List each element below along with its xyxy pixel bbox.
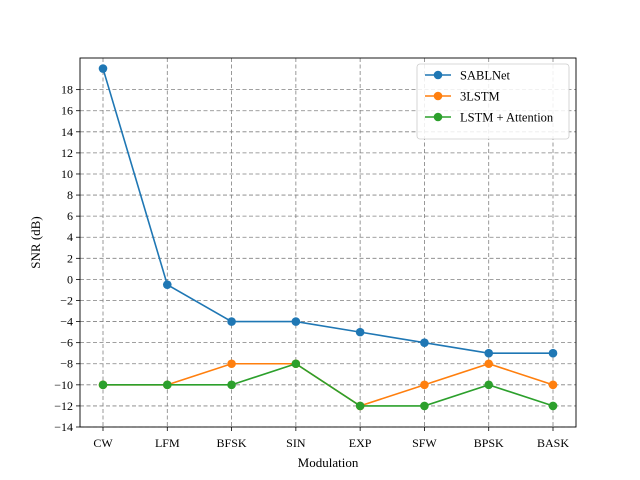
data-point [355,401,365,411]
x-tick-label: BASK [537,436,569,450]
y-tick-label: −14 [54,420,73,434]
y-axis-label: SNR (dB) [28,216,43,268]
legend-swatch-marker [433,91,443,101]
x-tick-label: SIN [286,436,306,450]
data-point [548,348,558,358]
y-tick-label: 14 [61,125,73,139]
data-point [484,380,494,390]
data-point [420,401,429,411]
y-tick-label: 16 [61,104,73,118]
y-tick-label: −10 [54,378,73,392]
legend-label: SABLNet [460,69,511,83]
data-point [420,380,429,390]
y-tick-label: 10 [61,167,73,181]
legend-label: 3LSTM [460,90,500,104]
data-point [291,359,301,369]
y-tick-label: −4 [60,315,73,329]
x-tick-label: EXP [349,436,372,450]
y-tick-label: −12 [54,399,73,413]
data-point [484,348,494,358]
data-point [420,338,429,347]
x-tick-label: BFSK [217,436,247,450]
plot-frame [79,57,577,428]
x-tick-label: LFM [155,436,180,450]
legend: SABLNet 3LSTM LSTM + Attention [416,63,570,140]
x-tick-label: SFW [412,436,437,450]
legend-box [416,63,570,140]
y-tick-label: 12 [61,146,73,160]
series-line [102,68,553,355]
series-0 [98,64,558,358]
y-axis-ticks: −14 −12 −10 −8 −6 −4 −2 0 2 4 6 8 10 12 14 16 18 [54,83,80,434]
y-tick-label: 4 [67,230,73,244]
legend-swatch-marker [433,112,443,122]
y-tick-label: 2 [67,251,73,265]
y-tick-label: 6 [67,209,73,223]
x-tick-label: CW [93,436,113,450]
data-point [548,380,558,390]
series-2 [98,359,558,411]
data-point [227,359,236,369]
x-tick-label: BPSK [474,436,504,450]
x-axis-label: Modulation [298,455,359,470]
y-tick-label: −2 [60,293,73,307]
data-point [162,280,172,289]
y-tick-label: 0 [67,272,73,286]
data-point [98,380,108,390]
data-point [291,317,301,326]
y-tick-label: 8 [67,188,73,202]
series-line [103,362,554,407]
x-axis-ticks: CW LFM BFSK SIN EXP SFW BPSK BASK [93,427,569,450]
y-tick-label: 18 [61,83,73,97]
series-group [98,64,558,411]
data-point [227,380,236,390]
y-tick-label: −6 [60,336,73,350]
data-point [227,317,236,326]
legend-label: LSTM + Attention [460,111,554,125]
y-tick-label: −8 [60,357,73,371]
data-point [98,64,108,73]
data-point [484,359,494,369]
legend-swatch-marker [433,70,443,80]
data-point [355,327,365,337]
data-point [162,380,172,390]
data-point [548,401,558,411]
